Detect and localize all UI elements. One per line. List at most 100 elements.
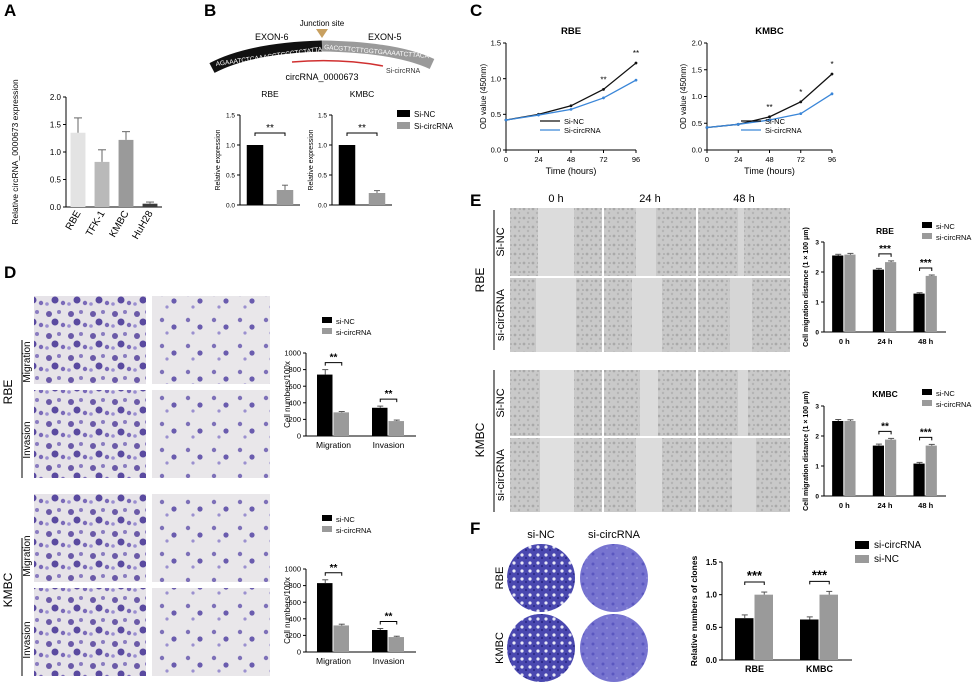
x-tick-label: 24 bbox=[534, 155, 542, 164]
exon6-label: EXON-6 bbox=[255, 32, 289, 42]
data-point bbox=[504, 118, 508, 122]
chart-title: RBE bbox=[561, 26, 581, 37]
y-tick-label: 0.0 bbox=[318, 202, 327, 209]
col-header-si-circrna: si-circRNA bbox=[588, 529, 641, 541]
legend-label: Si-NC bbox=[765, 117, 786, 126]
chart-title: KMBC bbox=[872, 389, 898, 399]
data-point bbox=[736, 122, 740, 126]
bar bbox=[885, 262, 897, 332]
y-tick-label: 0.5 bbox=[692, 119, 702, 128]
legend-label: Si-circRNA bbox=[564, 126, 601, 135]
x-tick-label: 48 h bbox=[918, 501, 933, 510]
y-tick-label: 1.0 bbox=[706, 590, 718, 599]
y-tick-label: 1.5 bbox=[50, 120, 62, 129]
bar bbox=[333, 625, 349, 652]
panel-label-c: C bbox=[470, 1, 482, 20]
significance-stars: ** bbox=[266, 123, 274, 134]
row-label-si-circrna: si-circRNA bbox=[495, 288, 507, 341]
x-axis-label: Time (hours) bbox=[546, 166, 597, 176]
bar bbox=[70, 132, 86, 207]
x-tick-label: RBE bbox=[64, 209, 84, 233]
bar bbox=[317, 583, 333, 652]
y-tick-label: 0 bbox=[297, 648, 301, 657]
significance-bracket bbox=[809, 580, 830, 585]
data-point bbox=[799, 100, 803, 104]
bar bbox=[885, 439, 897, 496]
scratch-gap bbox=[640, 370, 658, 436]
significance-bracket bbox=[744, 581, 765, 586]
y-tick-label: 1000 bbox=[284, 565, 301, 574]
legend-swatch bbox=[322, 515, 332, 521]
bar bbox=[913, 463, 925, 496]
legend-label: si-NC bbox=[936, 222, 955, 231]
x-tick-label: KMBC bbox=[108, 209, 132, 240]
y-tick-label: 0 bbox=[297, 432, 301, 441]
panel-label-d: D bbox=[4, 263, 16, 282]
significance-bracket bbox=[919, 436, 933, 441]
legend-swatch bbox=[922, 389, 932, 395]
data-point bbox=[768, 118, 771, 122]
y-tick-label: 400 bbox=[288, 614, 301, 623]
col-header-0h: 0 h bbox=[548, 193, 563, 205]
circrna-name: circRNA_0000673 bbox=[285, 72, 358, 82]
scratch-gap bbox=[738, 370, 748, 436]
bar bbox=[735, 618, 754, 660]
significance-bracket bbox=[379, 621, 398, 625]
chart-title: KMBC bbox=[350, 89, 375, 99]
legend-label-si-circrna: Si-circRNA bbox=[414, 122, 454, 131]
y-axis-label: Relative numbers of clones bbox=[689, 555, 699, 666]
y-axis-label: OD value (450nm) bbox=[679, 63, 688, 129]
col-header-48h: 48 h bbox=[733, 193, 754, 205]
data-point bbox=[830, 92, 834, 96]
bar bbox=[276, 190, 294, 205]
row-label-rbe: RBE bbox=[494, 567, 506, 590]
legend-label: Si-NC bbox=[564, 117, 585, 126]
bar bbox=[832, 421, 844, 496]
y-tick-label: 0 bbox=[815, 329, 819, 336]
y-tick-label: 200 bbox=[288, 415, 301, 424]
y-tick-label: 2 bbox=[815, 433, 819, 440]
data-point bbox=[705, 126, 709, 129]
exon6-arc bbox=[209, 40, 323, 73]
bar bbox=[913, 293, 925, 332]
bar bbox=[925, 445, 937, 496]
y-tick-label: 2.0 bbox=[50, 93, 62, 102]
sirna-line bbox=[291, 59, 384, 67]
significance-bracket bbox=[346, 132, 378, 136]
legend-swatch bbox=[322, 317, 332, 323]
scratch-gap bbox=[632, 278, 662, 352]
bar bbox=[819, 594, 838, 660]
y-tick-label: 3 bbox=[815, 403, 819, 410]
data-point bbox=[569, 104, 573, 108]
micrograph-kmbc-migration-si-circrna bbox=[152, 494, 270, 582]
y-tick-label: 0.5 bbox=[226, 172, 235, 179]
row-label-si-nc: Si-NC bbox=[495, 227, 507, 256]
x-tick-label: 0 bbox=[705, 155, 709, 164]
y-tick-label: 3 bbox=[815, 239, 819, 246]
y-tick-label: 0.5 bbox=[50, 175, 62, 184]
bar bbox=[800, 619, 819, 660]
x-tick-label: Migration bbox=[316, 440, 351, 450]
micrograph-kmbc-migration-si-nc bbox=[34, 494, 146, 582]
x-tick-label: Invasion bbox=[373, 440, 405, 450]
scratch-gap bbox=[730, 278, 752, 352]
y-tick-label: 1.5 bbox=[491, 39, 501, 48]
bar bbox=[368, 193, 386, 205]
y-tick-label: 1 bbox=[815, 299, 819, 306]
x-tick-label: RBE bbox=[745, 664, 764, 674]
legend-swatch-si-circrna bbox=[397, 122, 410, 129]
scratch-gap bbox=[540, 370, 574, 436]
legend-label: si-NC bbox=[336, 317, 355, 326]
bar bbox=[754, 594, 773, 660]
x-tick-label: Migration bbox=[316, 656, 351, 666]
bar bbox=[246, 145, 264, 205]
charts: 0.0 0.5 1.0 1.5 2.0 Relative circRNA_0000673 … bbox=[10, 26, 971, 674]
legend-swatch bbox=[855, 541, 869, 549]
y-tick-label: 0.5 bbox=[318, 172, 327, 179]
legend-swatch bbox=[322, 526, 332, 532]
y-tick-label: 1.5 bbox=[692, 65, 702, 74]
significance-stars: ** bbox=[330, 563, 338, 574]
significance-stars: ** bbox=[881, 421, 889, 432]
y-tick-label: 1.5 bbox=[706, 558, 718, 567]
